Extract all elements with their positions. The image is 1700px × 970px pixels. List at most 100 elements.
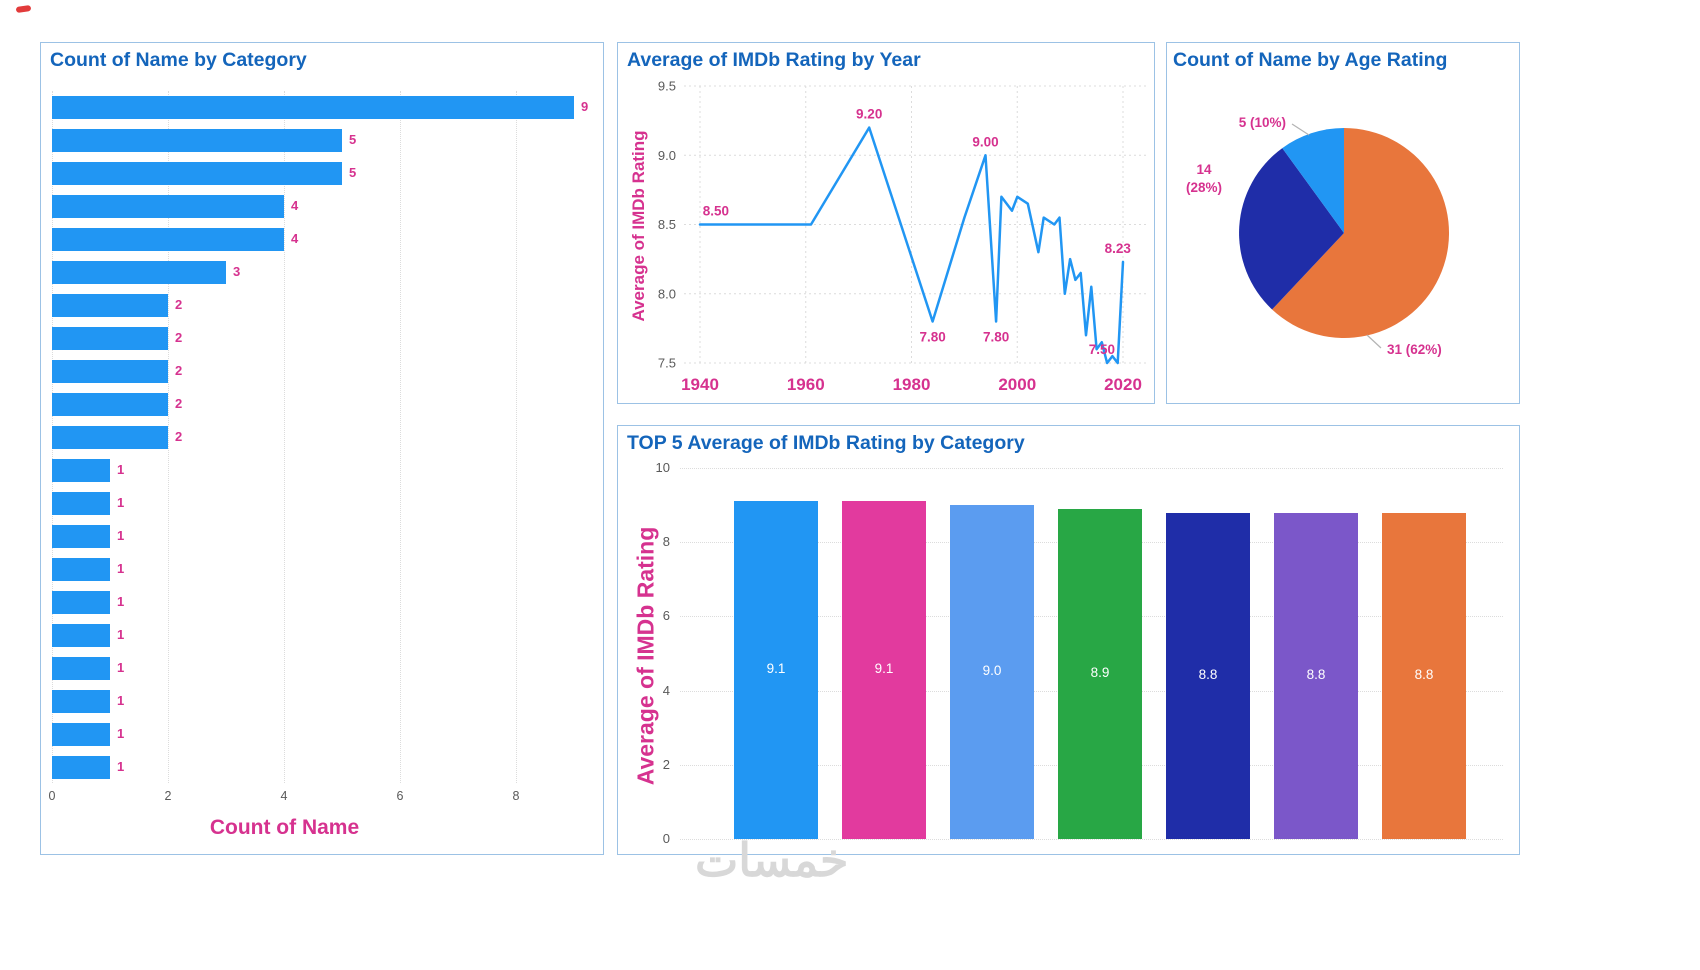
category-bar[interactable]: [52, 624, 110, 647]
category-bar[interactable]: [52, 558, 110, 581]
bar-value-label: 3: [233, 264, 241, 279]
corner-red-mark: [15, 4, 32, 14]
top5-bar[interactable]: [842, 501, 926, 839]
bar-value-label: 9.0: [982, 663, 1002, 679]
category-bar[interactable]: [52, 195, 284, 218]
y-axis-title: Average of IMDb Rating: [632, 526, 659, 786]
category-bar[interactable]: [52, 261, 226, 284]
category-bar[interactable]: [52, 756, 110, 779]
gridline: [516, 91, 517, 783]
pie-slice[interactable]: [1282, 128, 1344, 233]
pie-slice[interactable]: [1239, 148, 1344, 310]
axis-tick-label: 0: [48, 789, 56, 803]
chart-title: TOP 5 Average of IMDb Rating by Category: [627, 432, 1025, 454]
top5-bar[interactable]: [950, 505, 1034, 839]
axis-tick-label: 4: [280, 789, 288, 803]
category-bar[interactable]: [52, 657, 110, 680]
category-bar[interactable]: [52, 228, 284, 251]
category-bar[interactable]: [52, 591, 110, 614]
category-bar[interactable]: [52, 294, 168, 317]
bar-value-label: 1: [117, 462, 125, 477]
bar-value-label: 1: [117, 693, 125, 708]
gridline: [168, 91, 169, 783]
top5-bar[interactable]: [1382, 512, 1466, 839]
data-point-label: 9.00: [972, 134, 998, 149]
bar-value-label: 9: [581, 99, 589, 114]
axis-tick-label: 2: [164, 789, 172, 803]
bar-value-label: 8.8: [1198, 666, 1218, 682]
category-bar[interactable]: [52, 426, 168, 449]
axis-tick-label: 8: [512, 789, 520, 803]
bar-value-label: 5: [349, 165, 357, 180]
data-point-label: 8.23: [1105, 241, 1132, 256]
data-point-label: 7.80: [920, 329, 946, 344]
top5-bar[interactable]: [734, 501, 818, 839]
category-bar[interactable]: [52, 723, 110, 746]
bar-value-label: 1: [117, 594, 125, 609]
category-bar[interactable]: [52, 459, 110, 482]
pie-slice[interactable]: [1272, 128, 1450, 338]
axis-tick-label: 9.5: [658, 79, 676, 94]
axis-tick-label: 1960: [787, 375, 825, 394]
data-point-label: 8.50: [703, 204, 729, 219]
gridline: [680, 839, 1503, 840]
rating-line-series[interactable]: [698, 126, 1125, 365]
top5-bar[interactable]: [1058, 508, 1142, 839]
bar-value-label: 8.8: [1414, 666, 1434, 682]
pie-slice-label: (28%): [1186, 180, 1222, 195]
bar-value-label: 2: [175, 396, 183, 411]
category-bar[interactable]: [52, 690, 110, 713]
pie-label-leader: [1291, 123, 1310, 136]
category-bar[interactable]: [52, 492, 110, 515]
bar-value-label: 2: [175, 330, 183, 345]
axis-tick-label: 1980: [893, 375, 931, 394]
pie-label-leader: [1366, 334, 1382, 349]
category-bar[interactable]: [52, 393, 168, 416]
axis-tick-label: 8.0: [658, 286, 676, 301]
bar-value-label: 8.8: [1306, 666, 1326, 682]
chart-title: Average of IMDb Rating by Year: [627, 49, 921, 71]
bar-value-label: 8.9: [1090, 664, 1110, 680]
axis-tick-label: 2000: [998, 375, 1036, 394]
data-point-label: 7.80: [983, 329, 1009, 344]
bar-value-label: 2: [175, 429, 183, 444]
category-bar[interactable]: [52, 360, 168, 383]
axis-tick-label: 8.5: [658, 217, 676, 232]
bar-value-label: 4: [291, 231, 299, 246]
category-bar[interactable]: [52, 162, 342, 185]
axis-tick-label: 2: [662, 756, 670, 772]
data-point-label: 9.20: [856, 107, 882, 122]
top5-rating-bar-chart-panel: TOP 5 Average of IMDb Rating by Category…: [617, 425, 1520, 855]
line-chart-canvas: 7.5 8.0 8.5 9.0 9.5 1940 1960 1980 2000 2020 8.50 9…: [658, 79, 1149, 394]
pie-slice-label: 5 (10%): [1239, 115, 1286, 130]
gridline: [680, 468, 1503, 469]
rating-by-year-line-chart-panel: 7.5 8.0 8.5 9.0 9.5 1940 1960 1980 2000 2020 8.50 9…: [617, 42, 1155, 404]
axis-tick-label: 7.5: [658, 356, 676, 371]
top5-bar[interactable]: [1274, 512, 1358, 839]
axis-tick-label: 1940: [681, 375, 719, 394]
axis-tick-label: 4: [662, 682, 670, 698]
bar-value-label: 2: [175, 297, 183, 312]
y-axis-title: Average of IMDb Rating: [629, 130, 648, 322]
category-bar[interactable]: [52, 327, 168, 350]
bar-value-label: 1: [117, 660, 125, 675]
pie-slice-label: 31 (62%): [1387, 342, 1442, 357]
axis-tick-label: 6: [662, 608, 670, 624]
bar-value-label: 5: [349, 132, 357, 147]
gridline: [400, 91, 401, 783]
category-bar[interactable]: [52, 96, 574, 119]
category-bar[interactable]: [52, 129, 342, 152]
axis-tick-label: 0: [662, 831, 670, 846]
watermark: خمسات: [695, 834, 849, 886]
bar-value-label: 1: [117, 759, 125, 774]
top5-bar[interactable]: [1166, 512, 1250, 839]
bar-value-label: 9.1: [766, 661, 786, 677]
axis-tick-label: 10: [655, 460, 670, 475]
bar-value-label: 2: [175, 363, 183, 378]
x-axis-title: Count of Name: [209, 816, 360, 839]
category-bar[interactable]: [52, 525, 110, 548]
data-point-label: 7.50: [1089, 342, 1115, 357]
age-rating-pie-chart-panel: 31 (62%) 14 (28%) 5 (10%) Count of Name by …: [1166, 42, 1520, 404]
axis-tick-label: 8: [662, 534, 670, 550]
